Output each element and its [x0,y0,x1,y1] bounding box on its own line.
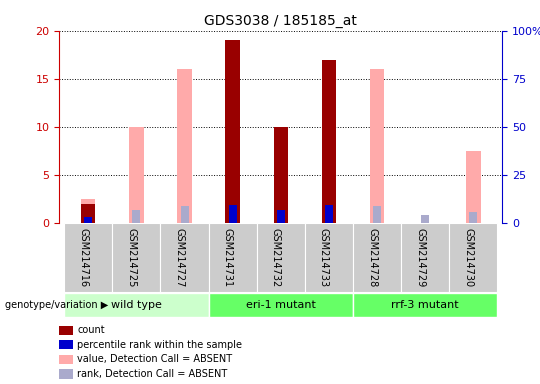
Text: percentile rank within the sample: percentile rank within the sample [77,340,242,350]
Bar [177,69,192,223]
Text: GSM214733: GSM214733 [319,228,329,287]
Text: GSM214730: GSM214730 [463,228,474,287]
Text: rank, Detection Call = ABSENT: rank, Detection Call = ABSENT [77,369,227,379]
Bar [305,223,353,292]
Text: GSM214727: GSM214727 [174,228,185,288]
Text: GSM214725: GSM214725 [126,228,137,288]
Bar [208,293,353,317]
Bar [132,210,140,223]
Text: count: count [77,325,105,335]
Bar [466,151,481,223]
Bar [373,207,381,223]
Bar [81,204,96,223]
Bar [229,205,237,223]
Text: genotype/variation ▶: genotype/variation ▶ [5,300,109,310]
Bar [84,217,92,223]
Text: value, Detection Call = ABSENT: value, Detection Call = ABSENT [77,354,232,364]
Text: GSM214716: GSM214716 [78,228,88,287]
Bar [180,207,188,223]
Text: rrf-3 mutant: rrf-3 mutant [392,300,459,310]
Bar [370,69,384,223]
Bar [112,223,160,292]
Text: GSM214732: GSM214732 [271,228,281,288]
Text: wild type: wild type [111,300,162,310]
Bar [256,223,305,292]
Text: GSM214729: GSM214729 [415,228,425,288]
Bar [277,210,285,223]
Bar [64,293,208,317]
Bar [449,223,497,292]
Text: GSM214731: GSM214731 [222,228,233,287]
Bar [64,223,112,292]
Bar [84,217,92,223]
Text: GSM214728: GSM214728 [367,228,377,288]
Bar [401,223,449,292]
Bar [325,205,333,223]
Title: GDS3038 / 185185_at: GDS3038 / 185185_at [204,14,357,28]
Bar [226,40,240,223]
Bar [353,293,497,317]
Text: eri-1 mutant: eri-1 mutant [246,300,316,310]
Bar [208,223,256,292]
Bar [274,127,288,223]
Bar [81,199,96,223]
Bar [353,223,401,292]
Bar [160,223,208,292]
Bar [469,212,477,223]
Bar [322,60,336,223]
Bar [421,215,429,223]
Bar [129,127,144,223]
